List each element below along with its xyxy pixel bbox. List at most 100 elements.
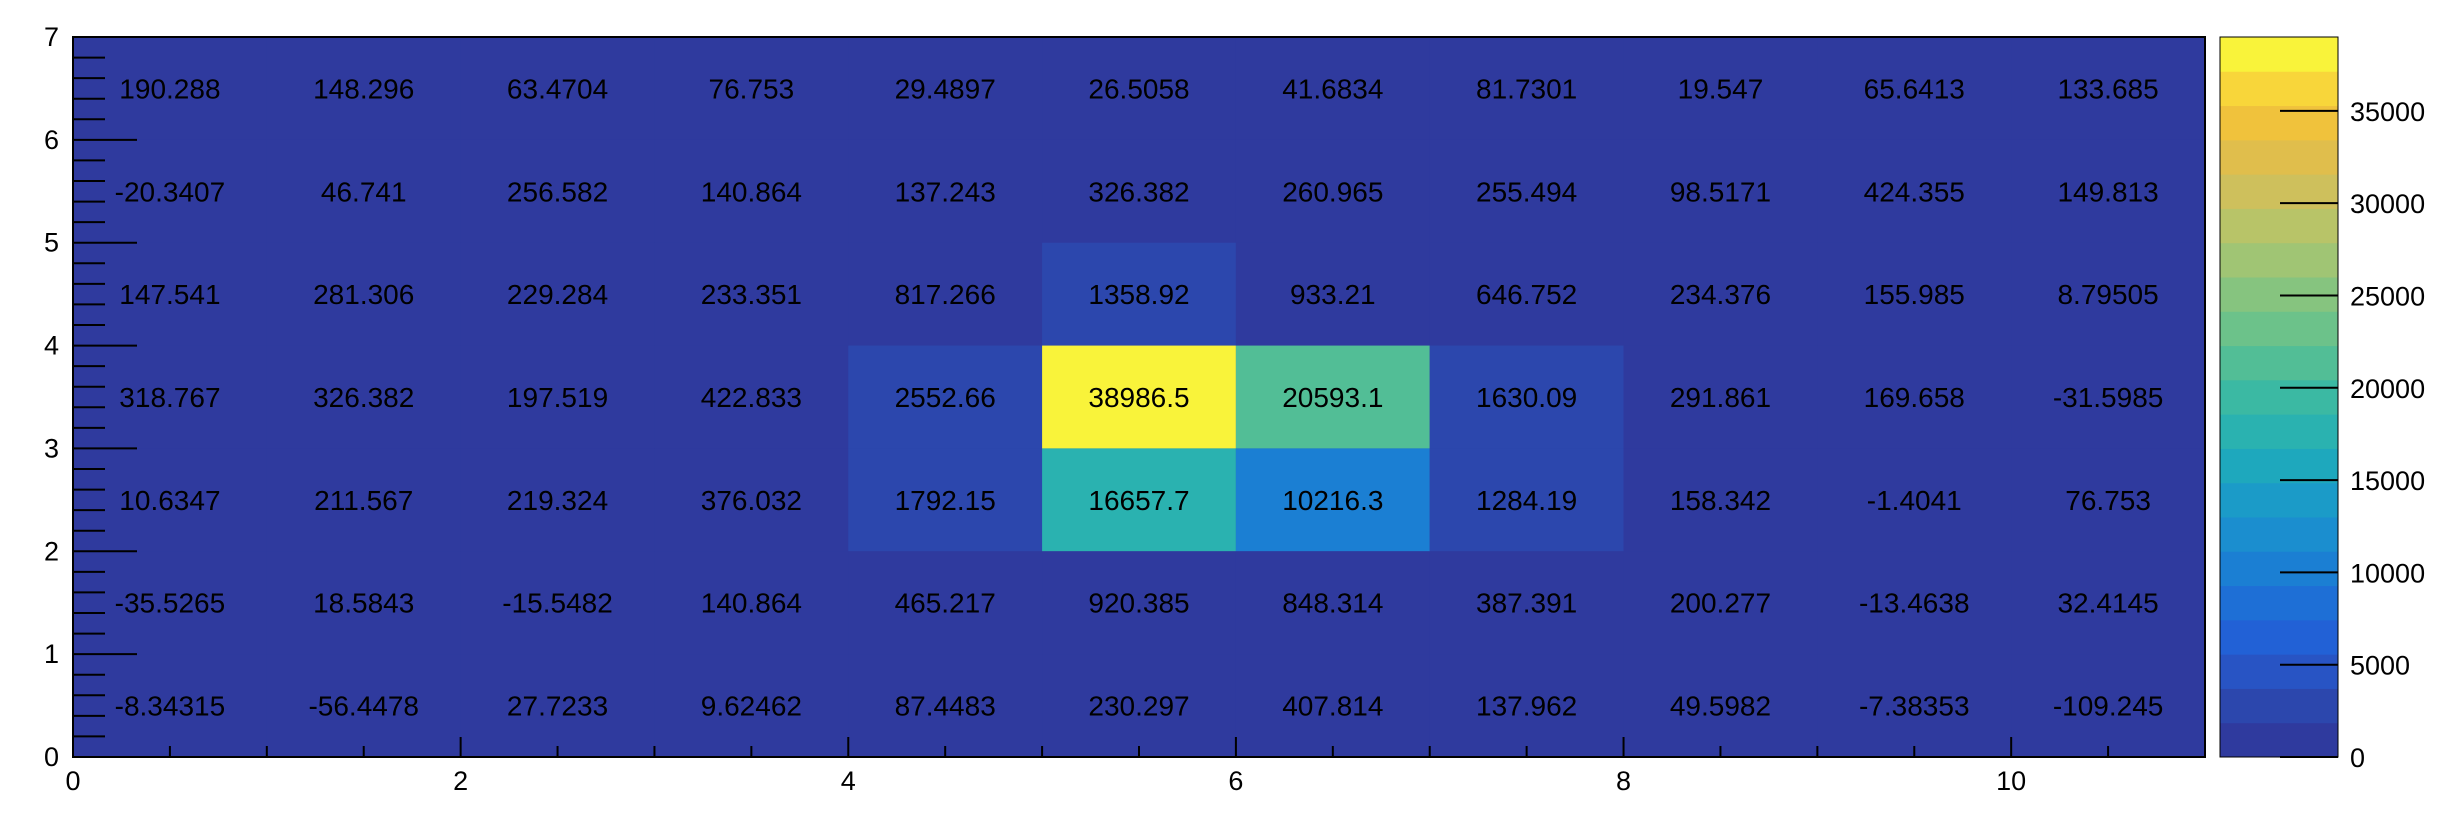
cell-value-label: -7.38353 bbox=[1859, 691, 1970, 722]
x-tick-label: 8 bbox=[1616, 766, 1631, 796]
cell-value-label: 29.4897 bbox=[895, 73, 996, 104]
y-tick-label: 3 bbox=[44, 433, 59, 463]
cell-value-label: 291.861 bbox=[1670, 382, 1771, 413]
colorbar-band bbox=[2220, 551, 2338, 587]
cell-value-label: -20.3407 bbox=[115, 176, 226, 207]
cell-value-label: 38986.5 bbox=[1088, 382, 1189, 413]
cell-value-label: 920.385 bbox=[1088, 588, 1189, 619]
colorbar-band bbox=[2220, 482, 2338, 518]
heatmap-cell bbox=[266, 242, 461, 346]
cell-value-label: 407.814 bbox=[1282, 691, 1383, 722]
cell-value-label: 140.864 bbox=[701, 176, 802, 207]
cell-value-label: 148.296 bbox=[313, 73, 414, 104]
cell-value-label: 26.5058 bbox=[1088, 73, 1189, 104]
heatmap-cell bbox=[1235, 654, 1430, 757]
cell-value-label: 32.4145 bbox=[2057, 588, 2158, 619]
cell-value-label: 149.813 bbox=[2057, 176, 2158, 207]
cell-value-label: 387.391 bbox=[1476, 588, 1577, 619]
cell-value-label: -13.4638 bbox=[1859, 588, 1970, 619]
y-tick-label: 5 bbox=[44, 228, 59, 258]
cell-value-label: 326.382 bbox=[313, 382, 414, 413]
cell-value-label: 281.306 bbox=[313, 279, 414, 310]
colorbar-band bbox=[2220, 208, 2338, 244]
x-tick-label: 10 bbox=[1996, 766, 2026, 796]
cell-value-label: 424.355 bbox=[1864, 176, 1965, 207]
x-tick-label: 0 bbox=[65, 766, 80, 796]
cell-value-label: 230.297 bbox=[1088, 691, 1189, 722]
cell-value-label: 260.965 bbox=[1282, 176, 1383, 207]
heatmap-cell bbox=[2011, 448, 2205, 552]
heatmap-cell bbox=[460, 242, 655, 346]
heatmap-cell bbox=[1817, 37, 2012, 140]
heatmap-cell bbox=[1817, 242, 2012, 346]
colorbar-tick-label: 25000 bbox=[2350, 281, 2425, 311]
heatmap-cell bbox=[1042, 139, 1236, 243]
cell-value-label: 1284.19 bbox=[1476, 485, 1577, 516]
colorbar-band bbox=[2220, 345, 2338, 381]
cell-value-label: 16657.7 bbox=[1088, 485, 1189, 516]
colorbar-band bbox=[2220, 379, 2338, 415]
cell-value-label: 27.7233 bbox=[507, 691, 608, 722]
cell-value-label: 933.21 bbox=[1290, 279, 1376, 310]
cell-value-label: 18.5843 bbox=[313, 588, 414, 619]
heatmap-cell bbox=[460, 654, 655, 757]
heatmap-cell bbox=[1429, 551, 1624, 655]
heatmap-cell bbox=[1235, 37, 1430, 140]
heatmap-cell bbox=[1235, 551, 1430, 655]
heatmap-cell bbox=[73, 551, 267, 655]
cell-value-label: 87.4483 bbox=[895, 691, 996, 722]
heatmap-cell bbox=[654, 345, 849, 449]
cell-value-label: 41.6834 bbox=[1282, 73, 1383, 104]
cell-value-label: 137.243 bbox=[895, 176, 996, 207]
y-tick-label: 4 bbox=[44, 331, 59, 361]
heatmap-cell bbox=[848, 242, 1043, 346]
heatmap-cell bbox=[848, 551, 1043, 655]
cell-value-label: 848.314 bbox=[1282, 588, 1383, 619]
cell-value-label: -8.34315 bbox=[115, 691, 226, 722]
heatmap-cell bbox=[2011, 654, 2205, 757]
colorbar: 0 5000 10000 15000 20000 25000 30000 35000 bbox=[2219, 36, 2425, 773]
heatmap-cell bbox=[1042, 448, 1236, 552]
heatmap-cell bbox=[848, 139, 1043, 243]
colorbar-band bbox=[2220, 722, 2338, 758]
cell-value-label: 376.032 bbox=[701, 485, 802, 516]
colorbar-band bbox=[2220, 517, 2338, 552]
heatmap-cell bbox=[1042, 654, 1236, 757]
colorbar-band bbox=[2220, 619, 2338, 655]
colorbar-band bbox=[2220, 139, 2338, 175]
heatmap-cell bbox=[73, 37, 267, 140]
cell-value-label: 197.519 bbox=[507, 382, 608, 413]
heatmap-cells bbox=[73, 37, 2205, 757]
heatmap-cell bbox=[1235, 448, 1430, 552]
cell-value-label: 229.284 bbox=[507, 279, 608, 310]
heatmap-cell bbox=[1429, 345, 1624, 449]
y-tick-label: 2 bbox=[44, 536, 59, 566]
heatmap-cell bbox=[2011, 242, 2205, 346]
heatmap-cell bbox=[1817, 448, 2012, 552]
colorbar-tick-label: 5000 bbox=[2350, 651, 2410, 681]
heatmap-cell bbox=[460, 551, 655, 655]
cell-value-label: 8.79505 bbox=[2057, 279, 2158, 310]
heatmap-cell bbox=[654, 139, 849, 243]
colorbar-band bbox=[2220, 71, 2338, 107]
heatmap-cell bbox=[848, 345, 1043, 449]
heatmap-cell bbox=[848, 654, 1043, 757]
x-tick-label: 4 bbox=[841, 766, 856, 796]
heatmap-cell bbox=[1817, 345, 2012, 449]
heatmap-cell bbox=[1042, 242, 1236, 346]
cell-value-label: -109.245 bbox=[2053, 691, 2164, 722]
heatmap-cell bbox=[2011, 551, 2205, 655]
heatmap-cell bbox=[2011, 345, 2205, 449]
heatmap-cell bbox=[1817, 551, 2012, 655]
y-tick-label: 0 bbox=[44, 742, 59, 772]
colorbar-tick-label: 35000 bbox=[2350, 97, 2425, 127]
heatmap-cell bbox=[654, 37, 849, 140]
cell-value-label: 98.5171 bbox=[1670, 176, 1771, 207]
cell-value-label: 234.376 bbox=[1670, 279, 1771, 310]
heatmap-cell bbox=[266, 551, 461, 655]
colorbar-tick-label: 20000 bbox=[2350, 374, 2425, 404]
cell-value-labels: 190.288 148.296 63.4704 76.753 29.4897 26.505… bbox=[115, 73, 2164, 721]
heatmap-cell bbox=[1235, 242, 1430, 346]
heatmap-cell bbox=[1429, 654, 1624, 757]
cell-value-label: 10216.3 bbox=[1282, 485, 1383, 516]
